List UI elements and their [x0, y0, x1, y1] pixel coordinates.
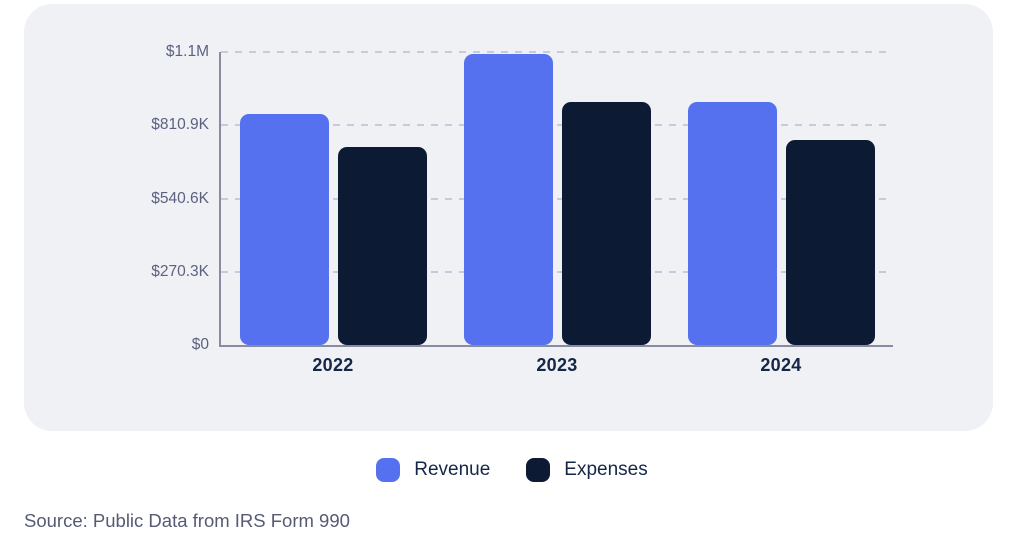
expenses-swatch-icon — [526, 458, 551, 482]
y-axis-tick-label: $810.9K — [151, 116, 209, 134]
gridline-810.9K — [221, 124, 893, 127]
plot-area: $0 $270.3K $540.6K $810.9K $1.1M 2022 2023 2024 — [151, 43, 893, 375]
x-axis-label-2023: 2023 — [536, 355, 578, 375]
y-axis-tick-label: $540.6K — [151, 189, 209, 207]
legend-label-revenue: Revenue — [414, 459, 491, 480]
bar-revenue-2023[interactable] — [463, 54, 553, 345]
y-axis-tick-label: $0 — [191, 336, 209, 353]
x-axis-label-2024: 2024 — [760, 355, 802, 375]
chart-card: $0 $270.3K $540.6K $810.9K $1.1M 2022 2023 2024 — [24, 4, 993, 431]
y-axis-tick-label: $270.3K — [151, 262, 209, 280]
legend-item-revenue[interactable]: Revenue — [376, 458, 490, 482]
gridline-540.6K — [221, 197, 893, 200]
bar-expenses-2023[interactable] — [561, 102, 651, 345]
gridline-270.3K — [221, 270, 893, 273]
chart-legend: Revenue Expenses — [0, 458, 1024, 482]
source-attribution: Source: Public Data from IRS Form 990 — [24, 510, 350, 531]
legend-item-expenses[interactable]: Expenses — [526, 458, 648, 482]
x-axis-label-2022: 2022 — [312, 355, 354, 375]
y-axis-tick-label: $1.1M — [165, 43, 209, 60]
bar-revenue-2022[interactable] — [239, 114, 329, 345]
bar-expenses-2024[interactable] — [785, 140, 875, 345]
bar-expenses-2022[interactable] — [337, 147, 427, 345]
legend-label-expenses: Expenses — [564, 459, 648, 480]
revenue-swatch-icon — [376, 458, 401, 482]
bar-revenue-2024[interactable] — [687, 102, 777, 345]
gridline-1.1M — [221, 51, 893, 53]
